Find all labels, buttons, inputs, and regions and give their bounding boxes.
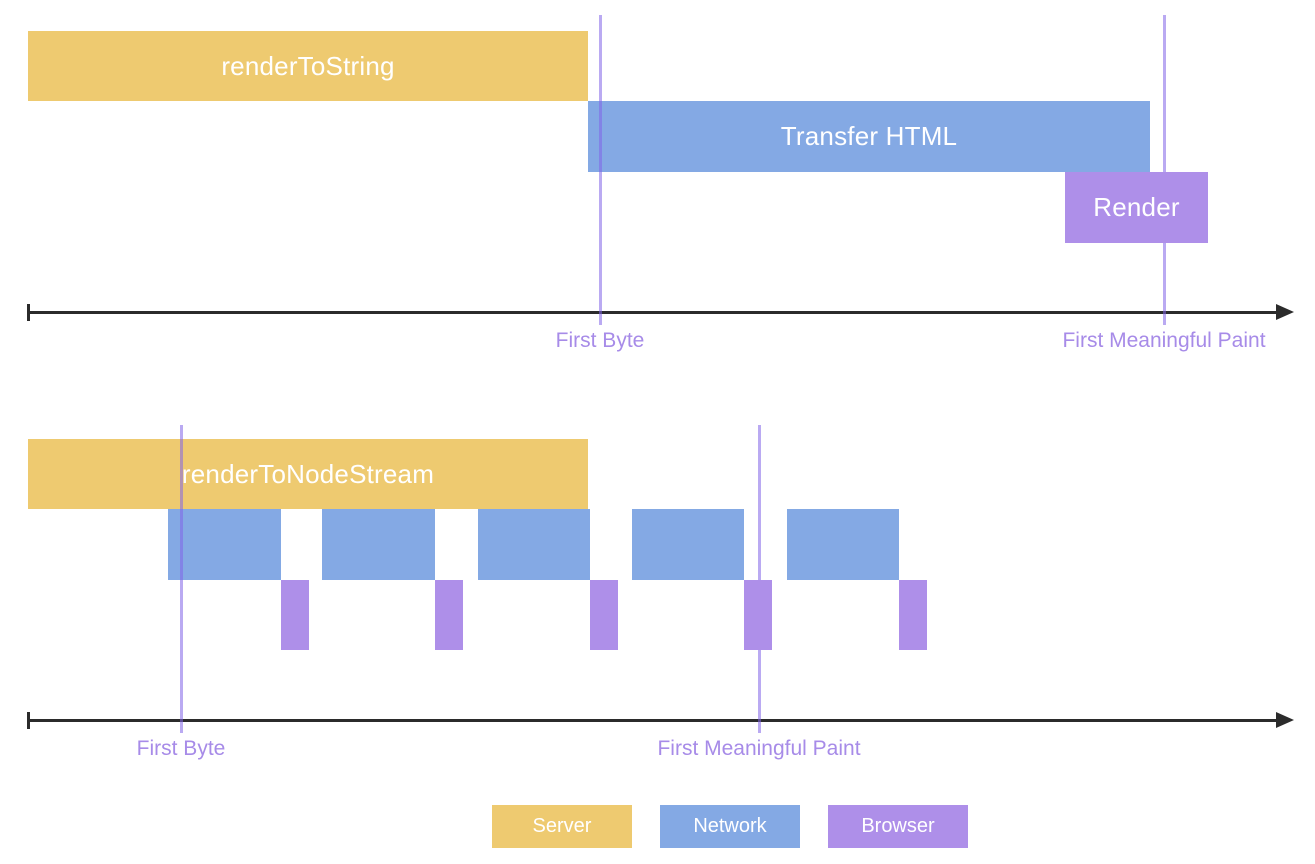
timeline-axis	[27, 719, 1276, 722]
timeline-axis	[27, 311, 1276, 314]
rendertostring-bar: renderToString	[28, 31, 588, 101]
transfer-html-bar: Transfer HTML	[588, 101, 1150, 172]
network-segment	[632, 509, 744, 580]
network-segment	[168, 509, 281, 580]
guide-line-first-byte	[180, 425, 183, 733]
axis-endcap	[27, 712, 30, 729]
network-segment	[787, 509, 899, 580]
browser-segment	[744, 580, 772, 650]
legend-item-network: Network	[660, 805, 800, 848]
guide-line-first-byte	[599, 15, 602, 325]
axis-endcap	[27, 304, 30, 321]
rendertonodestream-bar: renderToNodeStream	[28, 439, 588, 509]
legend-item-browser: Browser	[828, 805, 968, 848]
network-segment	[322, 509, 435, 580]
guide-line-first-meaningful-paint	[1163, 15, 1166, 325]
guide-line-first-meaningful-paint	[758, 425, 761, 733]
browser-segment	[435, 580, 463, 650]
browser-segment	[281, 580, 309, 650]
browser-segment	[899, 580, 927, 650]
legend-item-server: Server	[492, 805, 632, 848]
marker-label-first-meaningful-paint: First Meaningful Paint	[1062, 329, 1266, 352]
render-bar: Render	[1065, 172, 1208, 243]
axis-arrowhead-icon	[1276, 712, 1294, 728]
browser-segment	[590, 580, 618, 650]
axis-arrowhead-icon	[1276, 304, 1294, 320]
marker-label-first-byte: First Byte	[555, 329, 645, 352]
marker-label-first-meaningful-paint: First Meaningful Paint	[657, 737, 861, 760]
legend: Server Network Browser	[492, 805, 968, 848]
network-segment	[478, 509, 590, 580]
marker-label-first-byte: First Byte	[136, 737, 226, 760]
